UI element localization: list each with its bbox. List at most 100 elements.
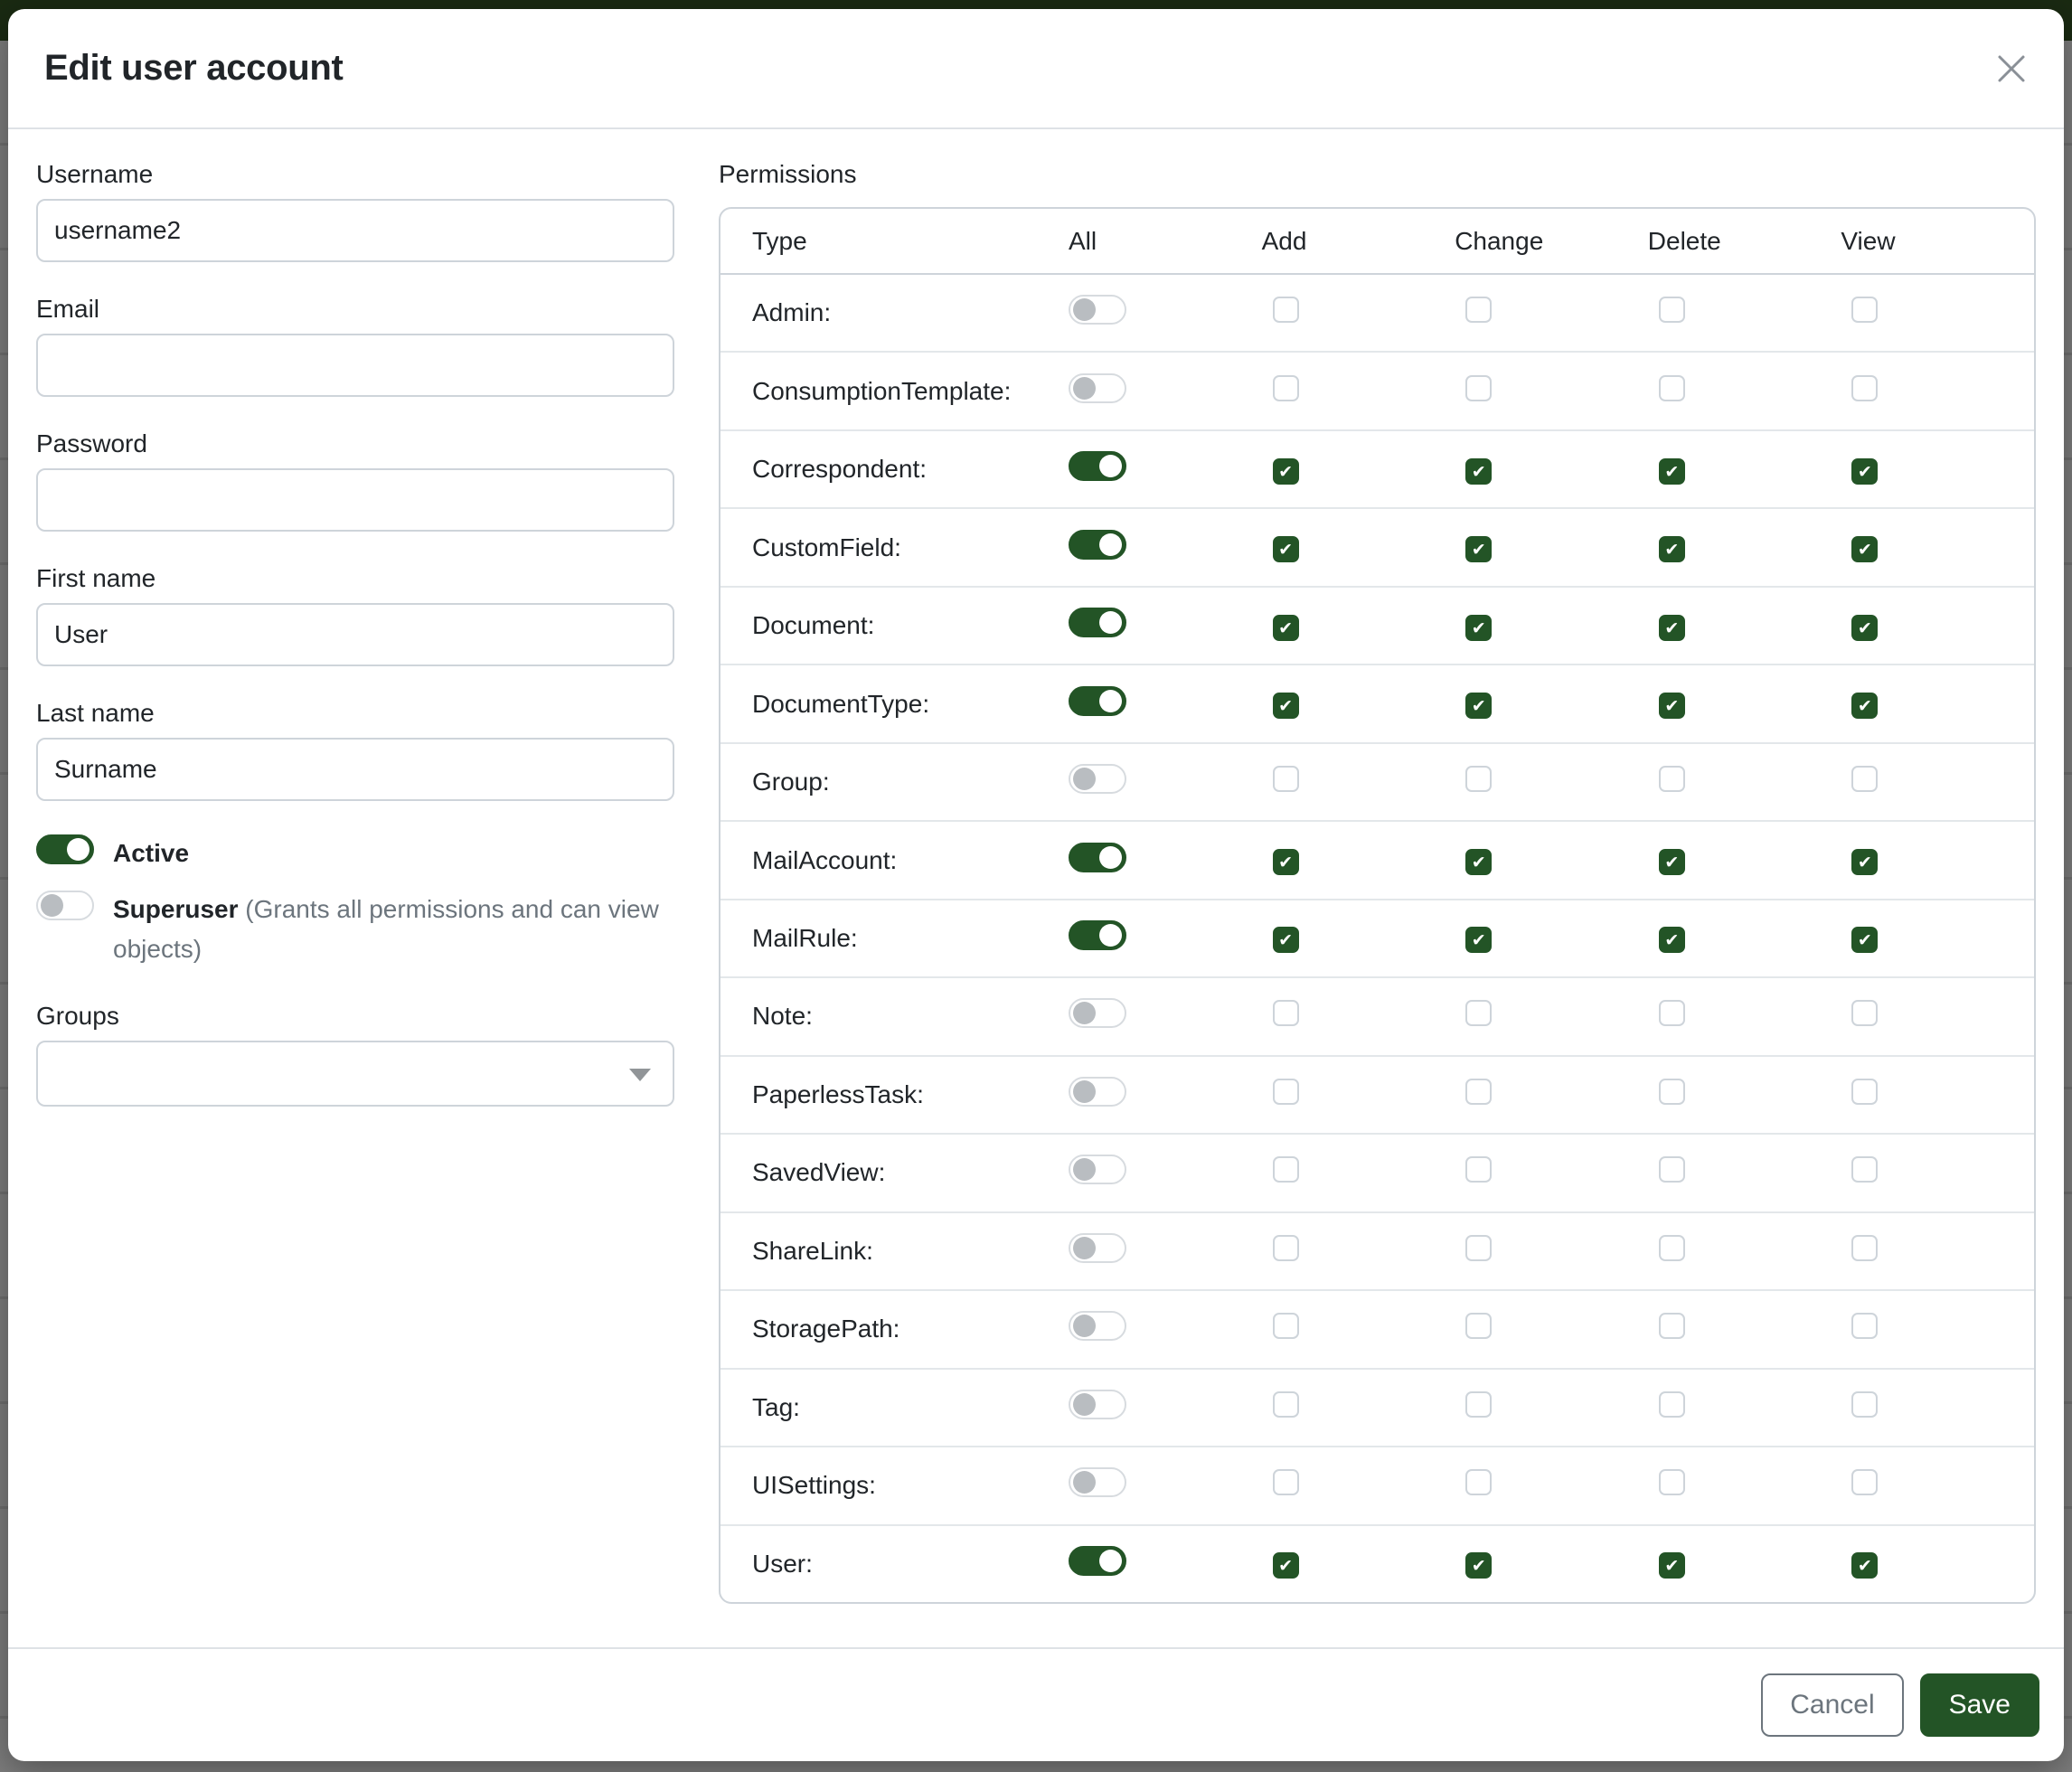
delete-checkbox[interactable] xyxy=(1658,1552,1685,1579)
superuser-toggle[interactable] xyxy=(36,891,94,920)
change-checkbox[interactable] xyxy=(1465,693,1493,720)
delete-checkbox[interactable] xyxy=(1658,927,1685,954)
delete-checkbox[interactable] xyxy=(1658,1313,1685,1340)
view-checkbox[interactable] xyxy=(1851,1552,1879,1579)
view-checkbox[interactable] xyxy=(1851,1313,1879,1340)
add-checkbox[interactable] xyxy=(1272,693,1299,720)
add-checkbox[interactable] xyxy=(1272,374,1299,401)
add-checkbox[interactable] xyxy=(1272,1390,1299,1418)
delete-checkbox[interactable] xyxy=(1658,457,1685,485)
add-checkbox[interactable] xyxy=(1272,457,1299,485)
view-checkbox[interactable] xyxy=(1851,766,1879,793)
change-checkbox[interactable] xyxy=(1465,1313,1493,1340)
groups-select[interactable] xyxy=(36,1041,674,1107)
permission-type-label: Note: xyxy=(752,1002,813,1031)
change-checkbox[interactable] xyxy=(1465,536,1493,563)
change-checkbox[interactable] xyxy=(1465,927,1493,954)
add-checkbox[interactable] xyxy=(1272,1000,1299,1027)
change-checkbox[interactable] xyxy=(1465,1552,1493,1579)
delete-checkbox[interactable] xyxy=(1658,1390,1685,1418)
all-toggle[interactable] xyxy=(1069,1076,1126,1107)
change-checkbox[interactable] xyxy=(1465,614,1493,641)
delete-checkbox[interactable] xyxy=(1658,849,1685,876)
view-checkbox[interactable] xyxy=(1851,1234,1879,1261)
add-checkbox[interactable] xyxy=(1272,1313,1299,1340)
all-toggle[interactable] xyxy=(1069,1389,1126,1419)
add-checkbox[interactable] xyxy=(1272,766,1299,793)
change-checkbox[interactable] xyxy=(1465,1469,1493,1496)
active-toggle[interactable] xyxy=(36,834,94,864)
first-name-input[interactable] xyxy=(36,603,674,666)
add-checkbox[interactable] xyxy=(1272,849,1299,876)
delete-checkbox[interactable] xyxy=(1658,1156,1685,1183)
change-checkbox[interactable] xyxy=(1465,374,1493,401)
all-toggle[interactable] xyxy=(1069,764,1126,795)
view-checkbox[interactable] xyxy=(1851,297,1879,324)
email-input[interactable] xyxy=(36,334,674,397)
view-checkbox[interactable] xyxy=(1851,1156,1879,1183)
all-toggle[interactable] xyxy=(1069,842,1126,872)
permission-row: ShareLink: xyxy=(720,1213,2034,1292)
all-toggle[interactable] xyxy=(1069,372,1126,403)
delete-checkbox[interactable] xyxy=(1658,1078,1685,1105)
permission-row: ConsumptionTemplate: xyxy=(720,353,2034,431)
view-checkbox[interactable] xyxy=(1851,1390,1879,1418)
all-toggle[interactable] xyxy=(1069,1467,1126,1498)
delete-checkbox[interactable] xyxy=(1658,766,1685,793)
change-checkbox[interactable] xyxy=(1465,1234,1493,1261)
close-button[interactable] xyxy=(1990,47,2033,90)
delete-checkbox[interactable] xyxy=(1658,536,1685,563)
view-checkbox[interactable] xyxy=(1851,1469,1879,1496)
change-checkbox[interactable] xyxy=(1465,457,1493,485)
view-checkbox[interactable] xyxy=(1851,927,1879,954)
view-checkbox[interactable] xyxy=(1851,536,1879,563)
change-checkbox[interactable] xyxy=(1465,1156,1493,1183)
cancel-button[interactable]: Cancel xyxy=(1761,1673,1904,1737)
change-checkbox[interactable] xyxy=(1465,1000,1493,1027)
all-toggle[interactable] xyxy=(1069,1155,1126,1185)
change-checkbox[interactable] xyxy=(1465,1390,1493,1418)
all-toggle[interactable] xyxy=(1069,295,1126,325)
all-toggle[interactable] xyxy=(1069,529,1126,560)
view-checkbox[interactable] xyxy=(1851,457,1879,485)
add-checkbox[interactable] xyxy=(1272,1469,1299,1496)
delete-checkbox[interactable] xyxy=(1658,1234,1685,1261)
username-input[interactable] xyxy=(36,199,674,262)
change-checkbox[interactable] xyxy=(1465,297,1493,324)
delete-checkbox[interactable] xyxy=(1658,693,1685,720)
add-checkbox[interactable] xyxy=(1272,1234,1299,1261)
view-checkbox[interactable] xyxy=(1851,693,1879,720)
view-checkbox[interactable] xyxy=(1851,614,1879,641)
add-checkbox[interactable] xyxy=(1272,1078,1299,1105)
delete-checkbox[interactable] xyxy=(1658,1469,1685,1496)
permission-type-label: PaperlessTask: xyxy=(752,1079,924,1108)
change-checkbox[interactable] xyxy=(1465,849,1493,876)
add-checkbox[interactable] xyxy=(1272,536,1299,563)
add-checkbox[interactable] xyxy=(1272,1156,1299,1183)
all-toggle[interactable] xyxy=(1069,1545,1126,1576)
all-toggle[interactable] xyxy=(1069,919,1126,950)
all-toggle[interactable] xyxy=(1069,998,1126,1029)
save-button[interactable]: Save xyxy=(1919,1673,2039,1737)
add-checkbox[interactable] xyxy=(1272,1552,1299,1579)
all-toggle[interactable] xyxy=(1069,1232,1126,1263)
add-checkbox[interactable] xyxy=(1272,927,1299,954)
view-checkbox[interactable] xyxy=(1851,1000,1879,1027)
view-checkbox[interactable] xyxy=(1851,374,1879,401)
add-checkbox[interactable] xyxy=(1272,614,1299,641)
all-toggle[interactable] xyxy=(1069,685,1126,716)
all-toggle[interactable] xyxy=(1069,1311,1126,1342)
change-checkbox[interactable] xyxy=(1465,766,1493,793)
add-checkbox[interactable] xyxy=(1272,297,1299,324)
password-input[interactable] xyxy=(36,468,674,532)
all-toggle[interactable] xyxy=(1069,451,1126,482)
last-name-input[interactable] xyxy=(36,738,674,801)
view-checkbox[interactable] xyxy=(1851,1078,1879,1105)
view-checkbox[interactable] xyxy=(1851,849,1879,876)
delete-checkbox[interactable] xyxy=(1658,297,1685,324)
all-toggle[interactable] xyxy=(1069,608,1126,638)
delete-checkbox[interactable] xyxy=(1658,374,1685,401)
change-checkbox[interactable] xyxy=(1465,1078,1493,1105)
delete-checkbox[interactable] xyxy=(1658,1000,1685,1027)
delete-checkbox[interactable] xyxy=(1658,614,1685,641)
